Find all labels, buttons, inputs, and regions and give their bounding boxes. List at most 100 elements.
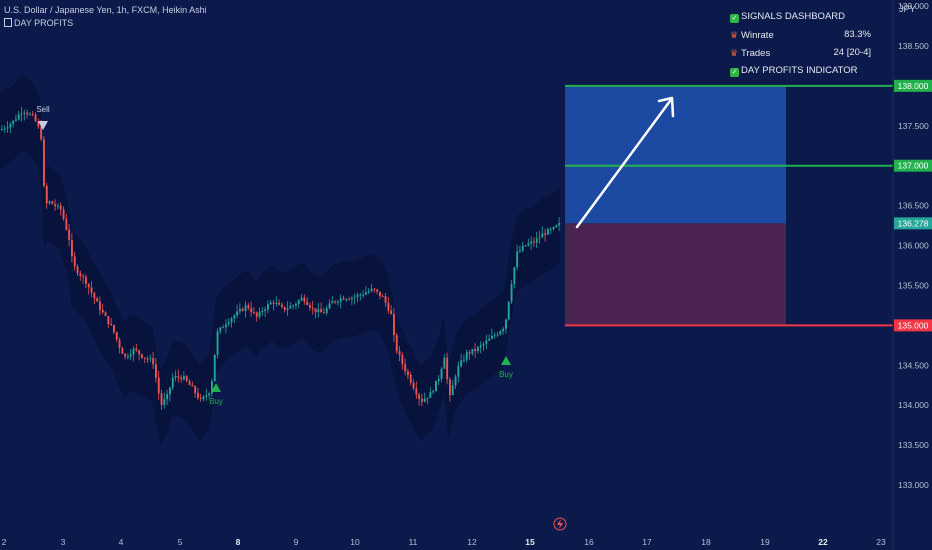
x-tick-label: 18	[701, 537, 711, 547]
candle-body	[191, 385, 194, 387]
candle-body	[275, 302, 278, 304]
candle-body	[127, 356, 129, 358]
candle-body	[505, 319, 507, 329]
candle-body	[356, 294, 359, 297]
candle-body	[239, 308, 241, 312]
y-tick-label: 138.500	[898, 41, 929, 51]
candle-body	[57, 205, 59, 207]
candle-body	[493, 335, 496, 337]
candle-body	[555, 225, 558, 228]
candle-body	[199, 398, 202, 400]
candle-body	[337, 301, 339, 303]
candle-body	[393, 314, 395, 336]
candle-body	[255, 312, 258, 317]
candle-body	[261, 311, 264, 313]
candle-body	[519, 250, 521, 252]
candle-body	[93, 292, 96, 299]
candle-body	[325, 308, 328, 314]
trend-arrow-head	[657, 96, 675, 118]
trend-arrow-shaft	[575, 99, 672, 229]
candle-body	[1, 129, 3, 131]
candle-body	[390, 310, 393, 315]
candle-body	[415, 388, 418, 395]
candle-body	[527, 243, 530, 246]
candle-body	[202, 396, 205, 399]
buy-signal-marker	[211, 383, 221, 392]
candle-body	[474, 349, 477, 351]
candle-body	[73, 256, 76, 267]
candle-body	[507, 301, 510, 320]
candle-body	[303, 297, 306, 302]
level-tag-label: 138.000	[898, 81, 929, 91]
x-tick-label: 22	[818, 537, 828, 547]
buy-signal-marker	[501, 356, 511, 365]
candle-body	[163, 399, 166, 405]
candle-body	[216, 331, 219, 355]
candle-body	[465, 352, 468, 360]
candle-body	[157, 377, 160, 394]
candle-body	[381, 296, 384, 298]
x-tick-label: 12	[467, 537, 477, 547]
candle-body	[423, 398, 426, 402]
winrate-label: Winrate	[741, 30, 774, 41]
candle-body	[479, 345, 482, 348]
candle-body	[71, 240, 73, 257]
candle-body	[269, 302, 272, 305]
candle-body	[40, 126, 43, 140]
candle-body	[320, 309, 323, 313]
candle-body	[482, 343, 485, 346]
candle-body	[407, 371, 409, 375]
candle-body	[365, 292, 367, 295]
candle-body	[183, 376, 185, 380]
level-tag-label: 137.000	[898, 161, 929, 171]
candle-body	[544, 233, 547, 235]
candle-body	[351, 297, 353, 300]
candle-body	[401, 354, 404, 365]
candle-body	[48, 201, 51, 204]
winrate-value: 83.3%	[844, 29, 871, 40]
x-tick-label: 2	[2, 537, 7, 547]
candle-body	[491, 335, 493, 339]
candle-body	[451, 385, 454, 396]
x-tick-label: 11	[409, 537, 418, 547]
candle-body	[463, 359, 465, 361]
candle-body	[247, 305, 250, 309]
candle-body	[530, 241, 533, 244]
candle-body	[76, 266, 79, 274]
candle-body	[96, 298, 99, 302]
candle-body	[138, 350, 141, 355]
candle-body	[435, 380, 437, 392]
candle-body	[194, 386, 197, 394]
candle-body	[485, 340, 488, 344]
y-tick-label: 134.000	[898, 400, 929, 410]
candle-body	[281, 304, 283, 307]
price-band	[0, 75, 560, 446]
candle-body	[418, 394, 421, 399]
candle-body	[395, 335, 398, 352]
candle-body	[219, 327, 222, 332]
candle-body	[432, 391, 435, 393]
candle-body	[51, 201, 54, 205]
candle-body	[429, 391, 432, 398]
candle-body	[43, 139, 45, 186]
y-tick-label: 139.000	[898, 1, 929, 11]
candle-body	[328, 303, 331, 309]
candle-body	[353, 296, 356, 298]
candle-body	[155, 364, 157, 378]
candle-body	[502, 328, 505, 332]
buy-signal-label: Buy	[209, 397, 223, 406]
candle-body	[558, 222, 561, 226]
candle-body	[124, 353, 127, 357]
level-tag-label: 135.000	[898, 320, 929, 330]
candle-body	[477, 347, 479, 351]
candle-body	[208, 393, 211, 396]
candle-body	[79, 273, 82, 276]
y-tick-label: 133.000	[898, 480, 929, 490]
candle-body	[538, 237, 541, 239]
candle-body	[197, 393, 199, 399]
candle-body	[31, 114, 34, 116]
candle-body	[314, 308, 317, 313]
candle-body	[118, 339, 121, 348]
x-tick-label: 17	[642, 537, 652, 547]
